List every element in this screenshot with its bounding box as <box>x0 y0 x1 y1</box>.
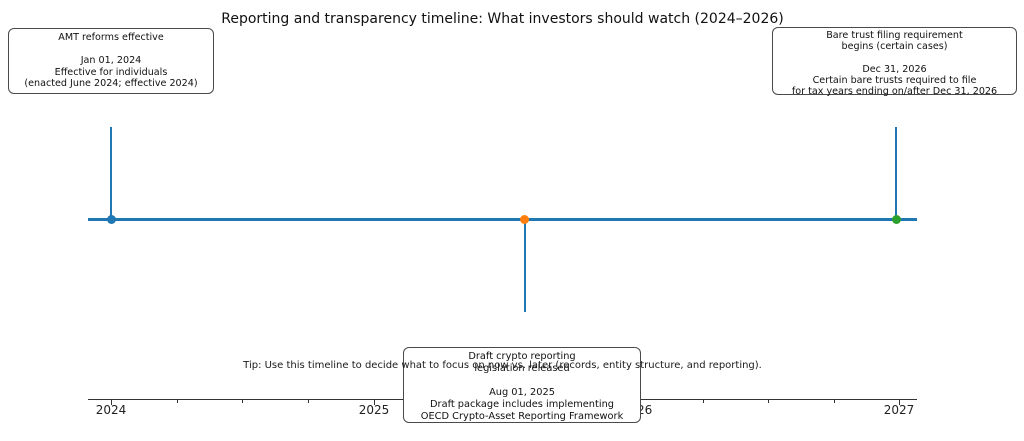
x-axis-minor-tick <box>834 400 836 403</box>
x-axis-tick-label-2025: 2025 <box>358 403 390 417</box>
annotation-box-crypto: Draft crypto reporting legislation relea… <box>403 347 641 423</box>
annotation-date: Aug 01, 2025 <box>489 386 555 398</box>
annotation-description: Certain bare trusts required to file <box>812 75 977 87</box>
chart-title: Reporting and transparency timeline: Wha… <box>221 11 784 27</box>
annotation-label: Draft crypto reporting <box>468 351 576 362</box>
annotation-box-bare-trust: Bare trust filing requirement begins (ce… <box>772 27 1017 98</box>
annotation-spacer <box>404 375 640 387</box>
x-axis-major-tick <box>373 400 375 405</box>
x-axis-minor-tick <box>703 400 705 403</box>
annotation-date: Dec 31, 2026 <box>862 63 927 75</box>
event-marker-amt <box>107 215 116 224</box>
annotation-description: (enacted June 2024; effective 2024) <box>24 78 198 90</box>
annotation-description: Effective for individuals <box>54 66 168 78</box>
x-axis-minor-tick <box>768 400 770 403</box>
x-axis-major-tick <box>110 400 112 405</box>
timeline-baseline <box>88 218 917 221</box>
x-axis-tick-label-2024: 2024 <box>95 403 127 417</box>
annotation-description: Draft package includes implementing <box>430 398 614 410</box>
annotation-label: Bare trust filing requirement <box>826 30 963 41</box>
annotation-spacer <box>773 53 1016 64</box>
annotation-description: for tax years ending on/after Dec 31, 20… <box>791 86 998 98</box>
annotation-spacer <box>9 44 213 56</box>
annotation-box-amt: AMT reforms effective Jan 01, 2024 Effec… <box>8 28 214 94</box>
annotation-date: Jan 01, 2024 <box>80 55 142 67</box>
annotation-label: legislation released <box>474 362 570 374</box>
event-stem-amt <box>110 127 113 219</box>
event-marker-bare-trust <box>892 215 901 224</box>
annotation-label: begins (certain cases) <box>841 41 948 53</box>
x-axis-major-tick <box>898 400 900 405</box>
x-axis-minor-tick <box>177 400 179 403</box>
tip-text: Tip: Use this timeline to decide what to… <box>243 360 762 371</box>
x-axis-minor-tick <box>308 400 310 403</box>
event-stem-bare-trust <box>895 127 898 219</box>
x-axis-tick-label-2027: 2027 <box>883 403 915 417</box>
event-marker-crypto <box>520 215 529 224</box>
x-axis-minor-tick <box>242 400 244 403</box>
annotation-description: OECD Crypto-Asset Reporting Framework <box>420 410 624 422</box>
event-stem-crypto <box>524 219 527 312</box>
annotation-label: AMT reforms effective <box>58 32 164 43</box>
